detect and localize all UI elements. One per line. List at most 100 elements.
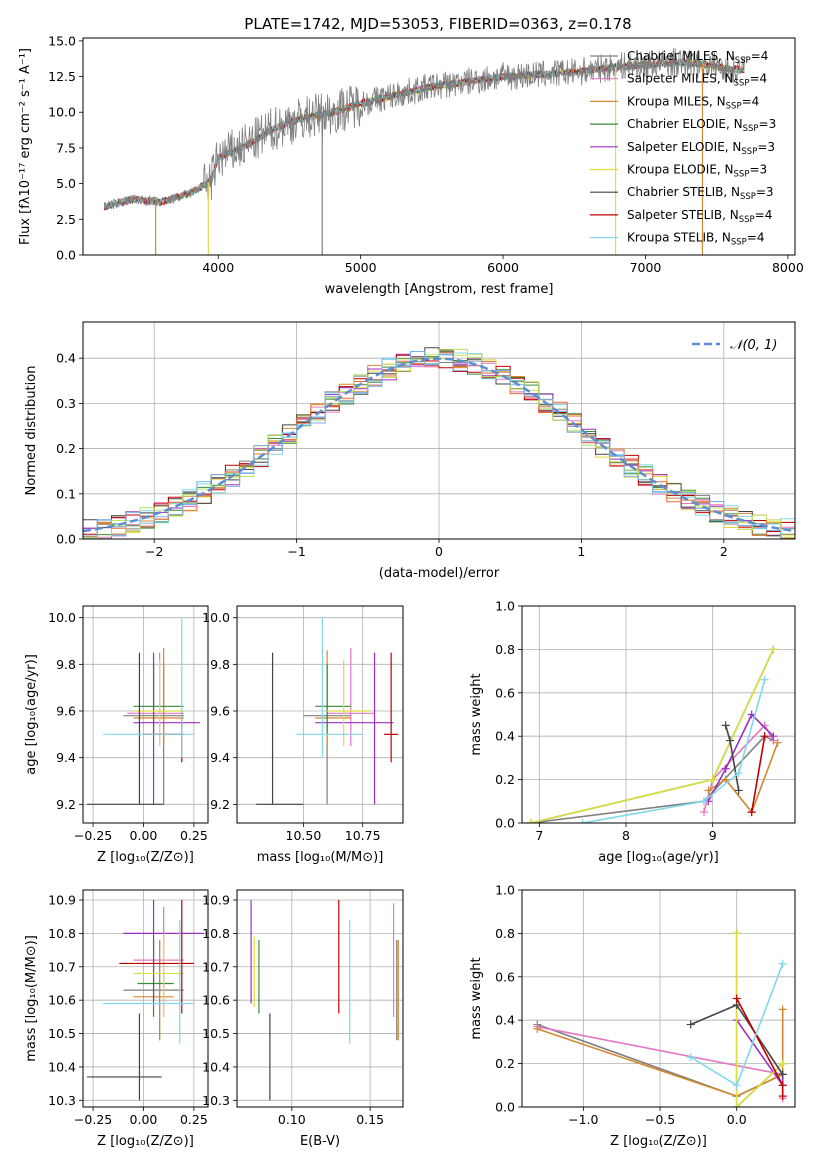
weight-line [707, 713, 774, 802]
weight-marker [726, 736, 734, 745]
legend-label: Chabrier ELODIE, NSSP=3 [627, 117, 776, 134]
y-tick-label: 0.2 [56, 441, 76, 456]
y-tick-label: 1.0 [495, 599, 515, 614]
weight-vs-Z-chart: −1.0 −0.5 0.0 0.0 0.2 0.4 0.6 0.8 1.0 Z [log₁₀(Z/… [469, 883, 796, 1149]
y-tick-label: 10.0 [202, 610, 230, 625]
plot-area [103, 48, 746, 255]
legend-label: Chabrier STELIB, NSSP=3 [627, 185, 774, 202]
y-tick-label: 0.6 [495, 685, 515, 700]
weight-line [736, 1019, 784, 1088]
x-tick-label: 9 [709, 828, 717, 843]
y-tick-label: 1.0 [495, 883, 515, 898]
weight-marker [732, 1103, 741, 1107]
x-axis-label: E(B-V) [300, 1134, 340, 1149]
mass-vs-Z-chart: −0.25 0.00 0.25 10.3 10.4 10.5 10.6 10.7 10.8 10.… [24, 889, 209, 1149]
axes-frame [82, 605, 209, 824]
x-tick-label: −0.5 [645, 1112, 675, 1127]
weight-marker [778, 1081, 787, 1090]
y-axis-label: age [log₁₀(age/yr)] [24, 654, 39, 775]
y-tick-label: 7.5 [56, 140, 76, 155]
x-tick-label: 0.10 [278, 1112, 306, 1127]
y-tick-label: 10.3 [48, 1093, 76, 1108]
x-tick-label: −0.25 [74, 1112, 112, 1127]
weight-marker [526, 819, 535, 823]
y-tick-label: 10.0 [48, 610, 76, 625]
y-tick-label: 0.4 [495, 729, 515, 744]
weight-vs-age-chart: 7 8 9 0.0 0.2 0.4 0.6 0.8 1.0 age [log₁₀(age/yr)]… [469, 599, 796, 865]
axes-frame [82, 37, 796, 256]
y-axis-label: mass [log₁₀(M/M⊙)] [24, 935, 39, 1062]
x-tick-label: 5000 [345, 260, 377, 275]
y-tick-label: 9.2 [56, 797, 76, 812]
y-tick-label: 9.8 [210, 657, 230, 672]
x-axis-label: age [log₁₀(age/yr)] [598, 850, 719, 865]
x-tick-label: 0.0 [727, 1112, 747, 1127]
axes-frame [236, 605, 404, 824]
spectrum-line [104, 48, 746, 211]
y-tick-label: 0.0 [56, 532, 76, 547]
y-tick-label: 10.5 [202, 1026, 230, 1041]
y-tick-label: 0.8 [495, 926, 515, 941]
y-tick-label: 0.2 [495, 772, 515, 787]
weight-marker [747, 808, 756, 817]
y-tick-label: 0.4 [495, 1013, 515, 1028]
legend-label: Salpeter ELODIE, NSSP=3 [627, 140, 775, 157]
x-tick-label: 0.00 [130, 1112, 158, 1127]
charts-group: 4000 5000 6000 7000 80000.02.55.07.510.012.5… [18, 33, 804, 1149]
x-tick-label: −1 [287, 544, 305, 559]
plot-area [526, 645, 782, 823]
weight-line [582, 679, 766, 823]
weight-marker [734, 769, 743, 778]
weight-marker [700, 808, 708, 817]
figure-title: PLATE=1742, MJD=53053, FIBERID=0363, z=0… [244, 15, 631, 33]
y-tick-label: 9.8 [56, 657, 76, 672]
x-tick-label: 0.25 [180, 828, 208, 843]
y-tick-label: 10.7 [48, 959, 76, 974]
spectrum-chart: 4000 5000 6000 7000 8000 0.0 2.5 5.0 7.5 10.0 12.5… [18, 33, 804, 297]
weight-marker [686, 1053, 695, 1062]
age-vs-mass-chart: 10.50 10.75 9.2 9.4 9.6 9.8 10.0 mass [log₁₀(M/… [202, 605, 404, 865]
weight-marker [686, 1020, 695, 1029]
y-tick-label: 9.6 [210, 704, 230, 719]
y-tick-label: 9.2 [210, 797, 230, 812]
y-tick-label: 5.0 [56, 176, 76, 191]
x-tick-label: −2 [145, 544, 163, 559]
weight-marker [732, 929, 741, 938]
y-tick-label: 9.4 [56, 750, 76, 765]
y-axis-label: Flux [fλ10⁻¹⁷ erg cm⁻² s⁻¹ A⁻¹] [18, 48, 33, 245]
weight-marker [773, 738, 782, 747]
legend-label: 𝒩(0, 1) [730, 338, 777, 353]
legend-label: Salpeter STELIB, NSSP=4 [627, 208, 772, 225]
x-tick-label: −0.25 [74, 828, 112, 843]
x-axis-label: Z [log₁₀(Z/Z⊙)] [610, 1134, 707, 1149]
y-tick-label: 12.5 [48, 69, 76, 84]
axes-frame [82, 321, 796, 540]
weight-marker [778, 1005, 787, 1014]
weight-marker [769, 645, 778, 654]
weight-marker [760, 732, 769, 741]
x-tick-label: 0.25 [180, 1112, 208, 1127]
y-tick-label: 10.0 [48, 105, 76, 120]
y-tick-label: 10.8 [48, 926, 76, 941]
x-tick-label: −1.0 [568, 1112, 598, 1127]
y-tick-label: 0.4 [56, 351, 76, 366]
x-tick-label: 4000 [202, 260, 234, 275]
y-tick-label: 0.0 [495, 816, 515, 831]
plot-area [255, 617, 399, 805]
y-tick-label: 0.0 [56, 248, 76, 263]
axes-frame [236, 889, 404, 1108]
weight-marker [704, 786, 713, 795]
x-tick-label: 10.50 [286, 828, 322, 843]
weight-marker [578, 819, 587, 823]
y-tick-label: 10.5 [48, 1026, 76, 1041]
x-tick-label: 7000 [630, 260, 662, 275]
x-tick-label: 0 [435, 544, 443, 559]
plot-area [250, 900, 399, 1101]
weight-marker [732, 994, 741, 1003]
legend-label: Salpeter MILES, NSSP=4 [627, 72, 767, 89]
y-tick-label: 15.0 [48, 33, 76, 48]
x-tick-label: 8 [622, 828, 630, 843]
weight-marker [769, 732, 778, 741]
y-tick-label: 10.6 [48, 993, 76, 1008]
